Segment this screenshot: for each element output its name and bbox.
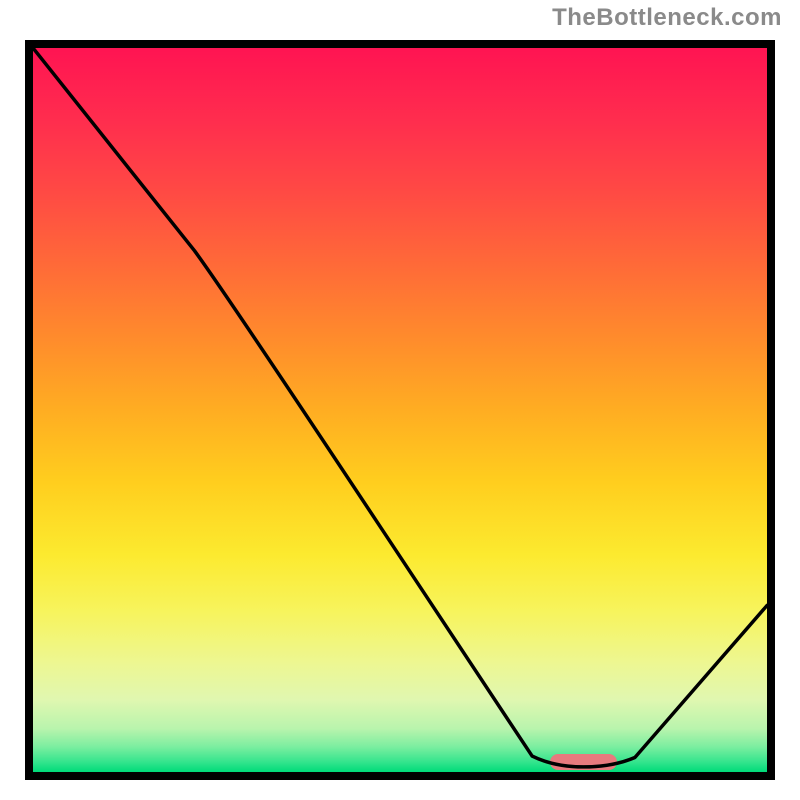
stage: TheBottleneck.com (0, 0, 800, 800)
chart-frame (25, 40, 775, 780)
performance-curve (33, 48, 767, 767)
watermark-text: TheBottleneck.com (552, 4, 782, 32)
curve-svg (33, 48, 767, 772)
